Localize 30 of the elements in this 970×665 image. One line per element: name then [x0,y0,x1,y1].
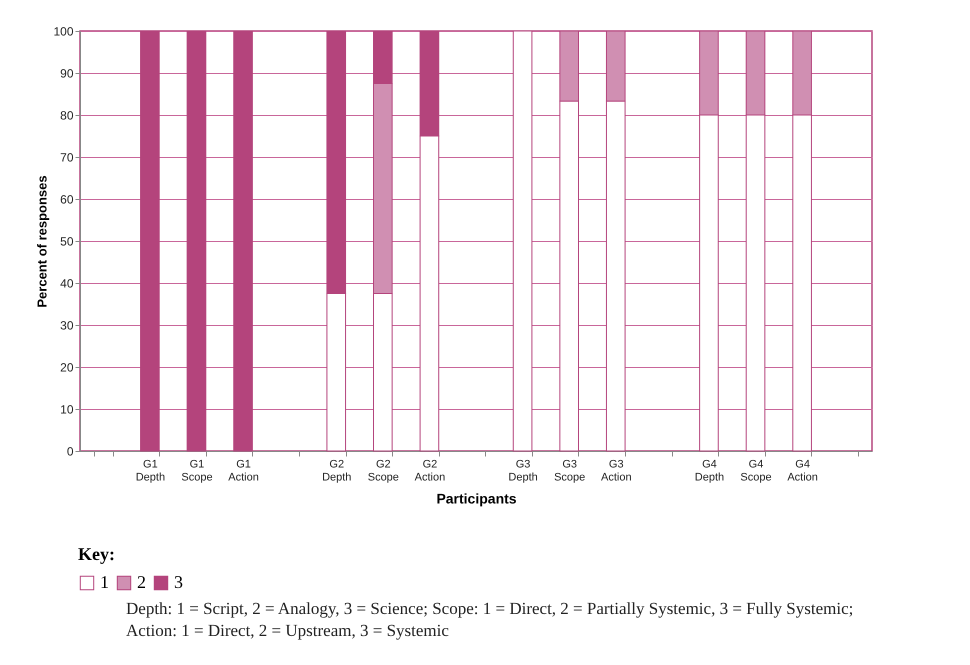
y-tick-label: 90 [60,66,74,80]
legend-title: Key: [78,544,115,564]
y-tick-label: 10 [60,402,74,416]
x-tick-label: G3 Depth [508,458,538,484]
y-tick-label: 50 [60,234,74,248]
y-tick-label: 20 [60,360,74,374]
y-tick-label: 80 [60,108,74,122]
y-tick-label: 70 [60,150,74,164]
x-tick-label: G2 Action [414,458,446,484]
y-tick-label: 100 [53,24,74,38]
y-tick-label: 30 [60,318,74,332]
x-tick-label: G3 Action [600,458,632,484]
legend-label: 1 [100,572,109,592]
x-tick-label: G2 Scope [368,458,399,484]
x-tick-label: G4 Scope [740,458,772,484]
x-tick-label: G1 Depth [136,458,166,484]
x-tick-label: G4 Depth [694,458,724,484]
y-tick-label: 40 [60,276,74,290]
x-tick-label: G2 Depth [322,458,352,484]
x-tick-label: G3 Scope [554,458,586,484]
x-tick-label: G4 Action [787,458,818,484]
text: Depth: 1 = Script, 2 = Analogy, 3 = Science; Scope: 1 = Direct, 2 = Partially Systemic, 3 = Fully Systemic; Action: 1 = Direct, 2 = Upstream, 3 = Systemic [126,598,854,642]
x-tick-label: G1 Action [228,458,259,484]
x-tick-label: G1 Scope [181,458,213,484]
y-tick-label: 0 [66,444,74,458]
y-axis-title: Percent of responses [34,175,50,308]
legend-label: 2 [137,572,146,592]
legend-label: 3 [174,572,183,592]
x-axis-title: Participants [436,490,517,506]
y-tick-label: 60 [60,192,74,206]
